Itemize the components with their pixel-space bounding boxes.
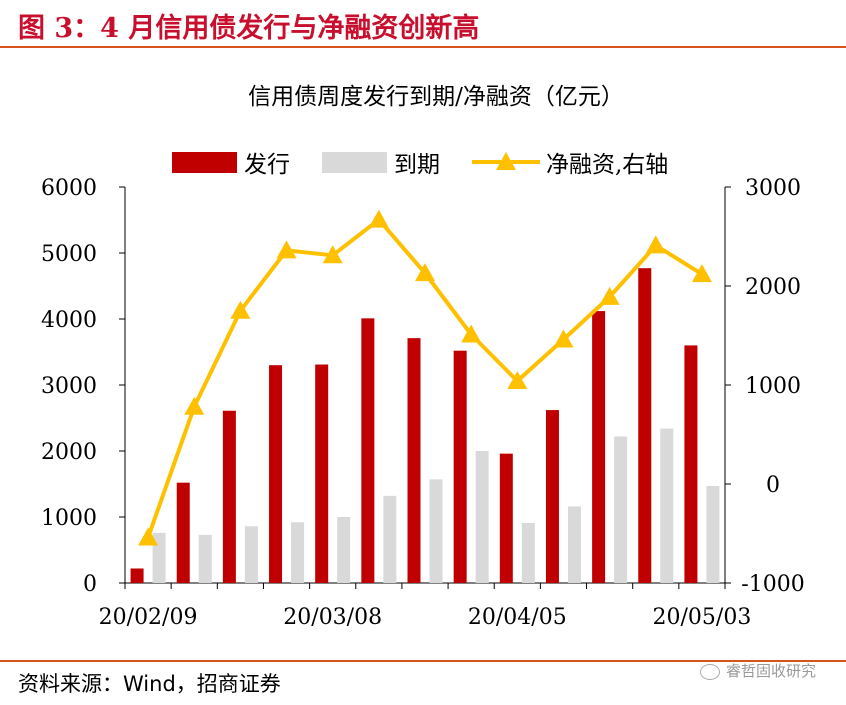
net-financing-marker [368, 209, 389, 228]
net-financing-marker [322, 245, 343, 264]
x-tick-label: 20/04/05 [468, 605, 567, 630]
left-tick-label: 0 [83, 572, 97, 597]
right-tick-label: 0 [766, 473, 780, 498]
bar-maturity [383, 495, 397, 583]
bar-maturity [706, 485, 720, 583]
bar-issuance [130, 568, 144, 583]
bar-issuance [407, 338, 421, 583]
legend-maturity-label: 到期 [394, 152, 440, 178]
bar-issuance [269, 365, 283, 583]
right-tick-label: 2000 [745, 275, 801, 300]
net-financing-marker [645, 235, 666, 254]
left-tick-label: 4000 [41, 308, 97, 333]
net-financing-marker [184, 396, 205, 415]
net-financing-marker [553, 329, 574, 348]
bar-maturity [244, 526, 258, 583]
bar-issuance [499, 453, 513, 583]
bar-issuance [361, 318, 375, 583]
wechat-icon [699, 663, 720, 680]
right-tick-label: 1000 [745, 374, 801, 399]
left-tick-label: 3000 [41, 374, 97, 399]
right-tick-label: 3000 [745, 176, 801, 201]
bar-maturity [614, 436, 628, 583]
bar-issuance [222, 410, 236, 583]
bar-maturity [660, 428, 674, 583]
legend-issuance-label: 发行 [244, 152, 290, 178]
x-tick-label: 20/05/03 [653, 605, 752, 630]
left-tick-label: 1000 [41, 506, 97, 531]
plot-area: 0 1000 2000 3000 4000 5000 6000 -1000 0 1000 2000 3… [41, 176, 805, 630]
left-tick-label: 6000 [41, 176, 97, 201]
net-financing-marker [276, 240, 297, 259]
bar-issuance [592, 311, 606, 583]
legend: 发行 到期 净融资,右轴 [172, 152, 668, 178]
bar-maturity [337, 517, 351, 583]
bar-issuance [684, 345, 698, 583]
watermark-text: 睿哲固收研究 [725, 662, 816, 680]
net-financing-marker [599, 286, 620, 305]
bar-issuance [638, 268, 652, 583]
bar-issuance [176, 482, 190, 583]
bar-maturity [198, 534, 212, 583]
net-financing-marker [461, 324, 482, 343]
figure-title: 图 3：4 月信用债发行与净融资创新高 [18, 13, 480, 44]
x-tick-label: 20/03/08 [283, 605, 382, 630]
right-tick-label: -1000 [741, 572, 804, 597]
net-financing-marker [507, 371, 528, 390]
watermark: 睿哲固收研究 [699, 660, 816, 681]
bar-issuance [545, 410, 559, 583]
top-divider [0, 46, 846, 48]
left-tick-label: 5000 [41, 242, 97, 267]
bar-maturity [521, 522, 535, 583]
bar-maturity [291, 522, 305, 583]
bar-maturity [429, 479, 443, 583]
bar-maturity [475, 451, 489, 583]
chart: 信用债周度发行到期/净融资（亿元） 发行 到期 净融资,右轴 0 1000 2000 30… [41, 84, 805, 630]
net-financing-marker [138, 527, 159, 546]
net-financing-marker [691, 264, 712, 283]
chart-title: 信用债周度发行到期/净融资（亿元） [248, 84, 624, 110]
legend-issuance-swatch [172, 152, 237, 173]
left-tick-label: 2000 [41, 440, 97, 465]
legend-net-label: 净融资,右轴 [546, 152, 668, 178]
bar-issuance [315, 364, 329, 583]
bar-issuance [453, 350, 467, 583]
net-financing-marker [230, 300, 251, 319]
net-financing-marker [415, 263, 435, 282]
source-note: 资料来源：Wind，招商证券 [18, 672, 281, 696]
bar-maturity [567, 506, 581, 583]
x-tick-label: 20/02/09 [99, 605, 198, 630]
legend-net-marker [496, 152, 516, 170]
bottom-divider [0, 660, 846, 662]
legend-maturity-swatch [322, 152, 387, 173]
